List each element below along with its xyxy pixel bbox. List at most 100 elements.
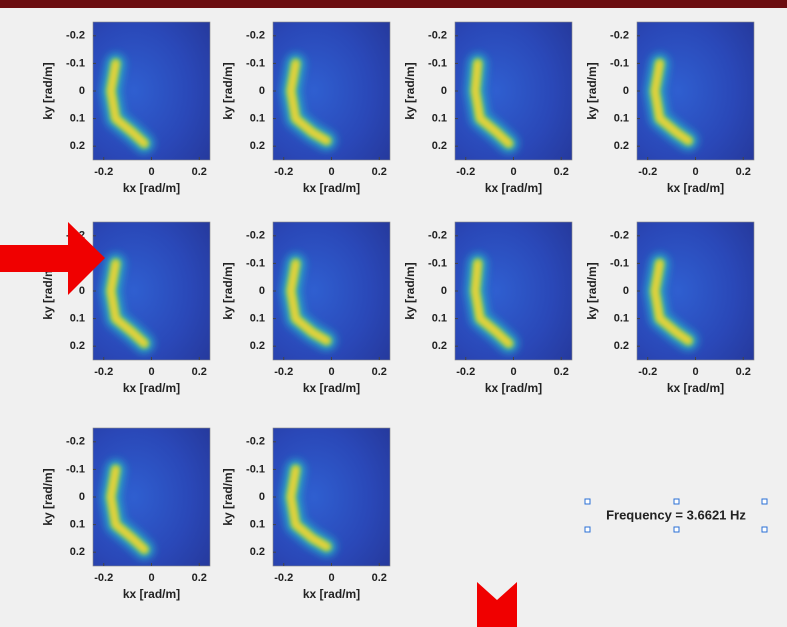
y-tick-label: 0.2 [70,140,85,152]
y-tick-label: 0 [79,491,85,503]
subplot: -0.2 0 0.2 -0.2 -0.1 0 0.1 0.2 kx [rad/m] ky [rad… [221,427,391,601]
x-tick-label: -0.2 [274,166,293,178]
x-tick-label: 0 [328,572,334,584]
y-tick-label: -0.1 [610,257,629,269]
x-tick-label: -0.2 [638,166,657,178]
y-tick-label: 0.1 [250,113,265,125]
heatmap-image [637,222,754,360]
y-tick-label: -0.1 [610,57,629,69]
x-tick-label: 0 [692,166,698,178]
subplot: -0.2 0 0.2 -0.2 -0.1 0 0.1 0.2 kx [rad/m] ky [rad… [221,21,391,195]
title-bar [0,0,787,8]
y-axis-label: ky [rad/m] [403,262,417,319]
selection-handles [584,498,768,533]
x-tick-label: -0.2 [94,166,113,178]
heatmap-peak [108,466,147,552]
x-axis-label: kx [rad/m] [123,587,180,601]
x-tick-label: 0 [148,166,154,178]
y-axis-label: ky [rad/m] [403,62,417,119]
heatmap-peak [652,260,691,344]
y-tick-label: -0.2 [246,30,265,42]
x-tick-label: 0.2 [372,572,387,584]
y-tick-label: 0 [259,85,265,97]
y-tick-label: -0.1 [246,57,265,69]
y-tick-label: 0.2 [432,340,447,352]
y-tick-label: -0.2 [610,30,629,42]
subplot: -0.2 0 0.2 -0.2 -0.1 0 0.1 0.2 kx [rad/m] ky [rad… [403,221,573,395]
heatmap-peak [288,260,330,344]
y-tick-label: -0.2 [428,30,447,42]
y-tick-label: 0.2 [250,140,265,152]
heatmap-image [273,22,390,160]
subplot: -0.2 0 0.2 -0.2 -0.1 0 0.1 0.2 kx [rad/m] ky [rad… [585,21,755,195]
x-axis-label: kx [rad/m] [303,587,360,601]
y-tick-label: 0 [623,285,629,297]
x-tick-label: 0 [148,366,154,378]
y-tick-label: 0.2 [250,546,265,558]
x-tick-label: 0 [510,366,516,378]
x-axis-label: kx [rad/m] [667,381,724,395]
x-axis-label: kx [rad/m] [303,181,360,195]
y-axis-label: ky [rad/m] [585,262,599,319]
y-tick-label: 0 [259,285,265,297]
y-axis-label: ky [rad/m] [41,262,55,319]
x-axis-label: kx [rad/m] [485,381,542,395]
y-tick-label: 0.2 [250,340,265,352]
subplot: -0.2 0 0.2 -0.2 -0.1 0 0.1 0.2 kx [rad/m] ky [rad… [585,221,755,395]
y-tick-label: 0.1 [432,113,447,125]
heatmap-peak [288,466,330,550]
x-tick-label: 0 [510,166,516,178]
y-axis-label: ky [rad/m] [221,468,235,525]
x-tick-label: 0.2 [736,166,751,178]
x-tick-label: 0.2 [554,166,569,178]
subplots: -0.2 0 0.2 -0.2 -0.1 0 0.1 0.2 kx [rad/m] ky [rad… [41,21,755,601]
y-tick-label: -0.1 [428,257,447,269]
y-tick-label: 0.1 [70,113,85,125]
x-tick-label: -0.2 [456,166,475,178]
x-tick-label: -0.2 [638,366,657,378]
y-tick-label: 0 [441,85,447,97]
x-tick-label: 0 [692,366,698,378]
x-axis-label: kx [rad/m] [123,381,180,395]
heatmap-image [93,428,210,566]
x-tick-label: 0.2 [372,166,387,178]
heatmap-peak [652,60,691,144]
y-axis-label: ky [rad/m] [585,62,599,119]
y-axis-label: ky [rad/m] [221,262,235,319]
heatmap-image [273,222,390,360]
subplot: -0.2 0 0.2 -0.2 -0.1 0 0.1 0.2 kx [rad/m] ky [rad… [41,427,211,601]
annotation-box[interactable]: Frequency = 3.6621 Hz [584,498,768,533]
heatmap-image [637,22,754,160]
heatmap-image [455,22,572,160]
subplot: -0.2 0 0.2 -0.2 -0.1 0 0.1 0.2 kx [rad/m] ky [rad… [403,21,573,195]
y-tick-label: 0.1 [614,313,629,325]
x-tick-label: 0 [328,166,334,178]
y-tick-label: 0 [441,285,447,297]
y-tick-label: 0.2 [432,140,447,152]
x-tick-label: 0 [148,572,154,584]
heatmap-peak [472,60,512,146]
y-tick-label: 0 [79,85,85,97]
y-tick-label: -0.2 [246,230,265,242]
heatmap-peak [288,60,330,144]
x-axis-label: kx [rad/m] [667,181,724,195]
x-tick-label: 0.2 [192,366,207,378]
y-tick-label: 0.2 [614,140,629,152]
y-axis-label: ky [rad/m] [221,62,235,119]
y-tick-label: -0.2 [66,436,85,448]
y-tick-label: 0 [79,285,85,297]
red-arrow-down [477,582,517,627]
heatmap-peak [108,260,147,346]
y-tick-label: -0.1 [246,257,265,269]
y-axis-label: ky [rad/m] [41,468,55,525]
y-tick-label: 0.2 [70,546,85,558]
x-tick-label: -0.2 [274,572,293,584]
y-tick-label: -0.1 [66,57,85,69]
y-tick-label: 0.1 [614,113,629,125]
y-tick-label: -0.1 [428,57,447,69]
x-tick-label: 0.2 [192,572,207,584]
heatmap-peak [472,260,512,346]
y-tick-label: -0.2 [246,436,265,448]
x-tick-label: 0.2 [192,166,207,178]
